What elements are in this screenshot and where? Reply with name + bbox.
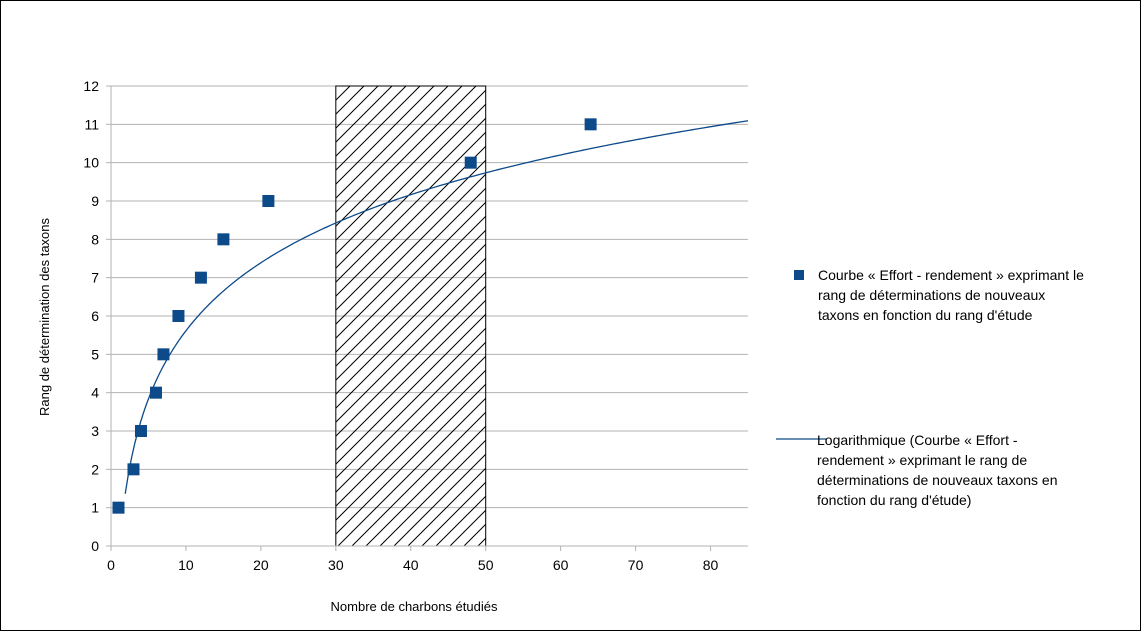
data-point — [134, 425, 147, 437]
x-tick-label: 30 — [328, 557, 344, 573]
series-layer — [112, 118, 749, 514]
legend-swatch-scatter — [794, 270, 804, 280]
data-point — [112, 501, 125, 514]
legend-entry-line: fonction du rang d'étude) — [817, 492, 971, 508]
data-point — [149, 386, 162, 399]
y-tick-label: 11 — [84, 116, 99, 132]
data-point — [217, 233, 230, 246]
x-tick-label: 50 — [478, 557, 494, 573]
legend: Courbe « Effort - rendement » exprimant … — [776, 267, 1084, 508]
y-tick-label: 9 — [91, 193, 99, 209]
legend-entry-line: déterminations de nouveaux taxons en — [817, 472, 1058, 488]
x-tick-label: 20 — [253, 557, 269, 573]
legend-entry-line: rang de déterminations de nouveaux — [818, 287, 1045, 303]
y-tick-label: 5 — [91, 346, 99, 362]
data-point — [262, 195, 275, 207]
y-tick-label: 0 — [91, 538, 99, 554]
data-point — [172, 310, 185, 322]
y-axis-title: Rang de détermination des taxons — [37, 217, 52, 416]
y-tick-label: 1 — [91, 500, 99, 516]
legend-entry-line: Logarithmique (Courbe « Effort - — [817, 432, 1018, 448]
x-tick-label: 10 — [178, 557, 194, 573]
data-point — [584, 118, 597, 131]
y-tick-label: 7 — [91, 270, 99, 286]
y-tick-label: 4 — [91, 385, 99, 401]
y-tick-label: 12 — [83, 78, 99, 94]
data-point — [127, 463, 140, 476]
hatched-region — [335, 85, 487, 547]
log-trendline — [124, 120, 749, 494]
x-axis-title: Nombre de charbons étudiés — [331, 599, 498, 614]
y-tick-label: 10 — [83, 155, 99, 171]
data-point — [194, 271, 207, 284]
y-tick-label: 2 — [91, 461, 99, 477]
legend-entry-line: rendement » exprimant le rang de — [817, 452, 1027, 468]
y-tick-label: 8 — [91, 231, 99, 247]
x-tick-label: 70 — [628, 557, 644, 573]
x-tick-label: 40 — [403, 557, 419, 573]
x-tick-label: 60 — [553, 557, 569, 573]
legend-entry-line: Courbe « Effort - rendement » exprimant … — [818, 267, 1084, 283]
data-point — [157, 348, 170, 361]
x-tick-label: 80 — [703, 557, 719, 573]
data-point — [464, 156, 477, 169]
x-tick-label: 0 — [107, 557, 115, 573]
y-tick-label: 6 — [91, 308, 99, 324]
y-tick-label: 3 — [91, 423, 99, 439]
axes — [106, 85, 748, 551]
legend-entry-line: taxons en fonction du rang d'étude — [818, 307, 1033, 323]
annotation-layer — [335, 85, 487, 547]
